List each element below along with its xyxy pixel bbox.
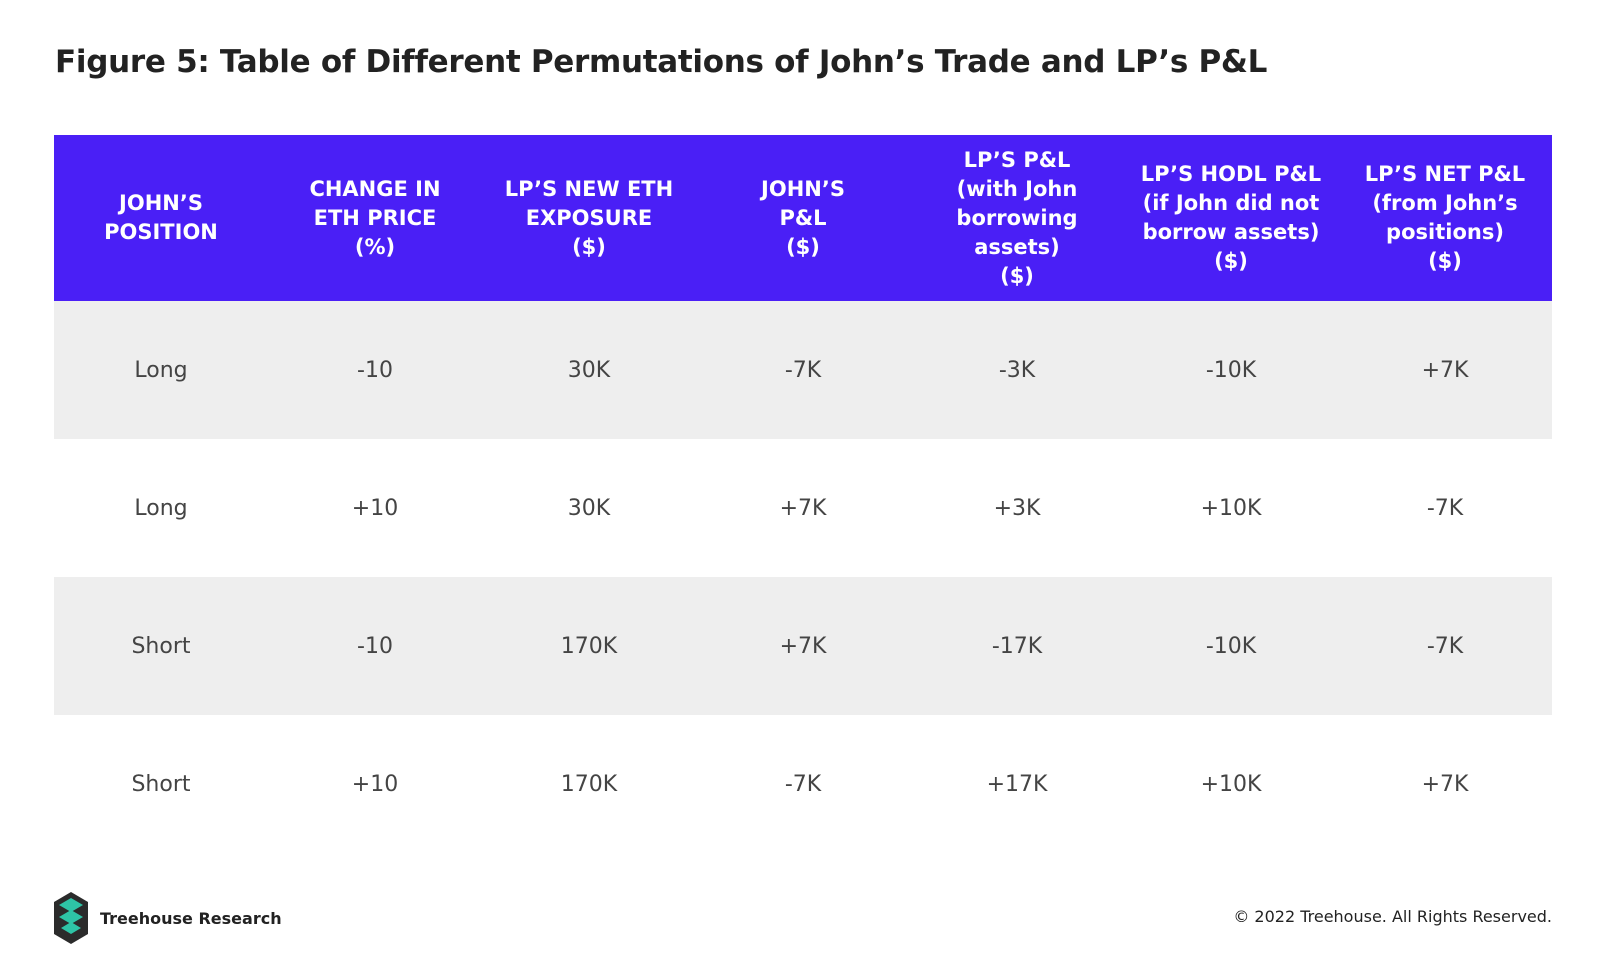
table-cell: -7K: [1338, 577, 1552, 715]
table-cell: 170K: [482, 715, 696, 853]
table-cell: +3K: [910, 439, 1124, 577]
table-cell: -17K: [910, 577, 1124, 715]
header-lps-net-pnl: LP’S NET P&L (from John’s positions) ($): [1338, 135, 1552, 301]
table-cell: Short: [54, 715, 268, 853]
brand-name: Treehouse Research: [100, 908, 282, 928]
table-cell: +10K: [1124, 439, 1338, 577]
figure-title: Figure 5: Table of Different Permutation…: [55, 44, 1268, 80]
table-cell: +7K: [1338, 301, 1552, 439]
header-lps-pnl: LP’S P&L (with John borrowing assets) ($…: [910, 135, 1124, 301]
table-cell: +10: [268, 439, 482, 577]
copyright-notice: © 2022 Treehouse. All Rights Reserved.: [1233, 907, 1552, 926]
table-cell: -10: [268, 577, 482, 715]
table-cell: 30K: [482, 301, 696, 439]
table-cell: -10K: [1124, 301, 1338, 439]
header-lps-new-eth-exposure: LP’S NEW ETH EXPOSURE ($): [482, 135, 696, 301]
header-johns-position: JOHN’S POSITION: [54, 135, 268, 301]
table-cell: +10K: [1124, 715, 1338, 853]
treehouse-logo-icon: [54, 892, 88, 944]
footer-brand: Treehouse Research: [54, 892, 282, 944]
table-cell: Long: [54, 301, 268, 439]
table-cell: -3K: [910, 301, 1124, 439]
table-cell: -7K: [696, 715, 910, 853]
table-cell: -7K: [696, 301, 910, 439]
table-cell: +7K: [696, 577, 910, 715]
header-change-in-eth-price: CHANGE IN ETH PRICE (%): [268, 135, 482, 301]
table-cell: +7K: [696, 439, 910, 577]
table-cell: +10: [268, 715, 482, 853]
table-cell: -10K: [1124, 577, 1338, 715]
table-cell: +7K: [1338, 715, 1552, 853]
table-cell: Short: [54, 577, 268, 715]
table-cell: +17K: [910, 715, 1124, 853]
table-cell: 170K: [482, 577, 696, 715]
table-cell: 30K: [482, 439, 696, 577]
permutations-table: JOHN’S POSITION CHANGE IN ETH PRICE (%) …: [54, 135, 1552, 853]
table-cell: Long: [54, 439, 268, 577]
header-lps-hodl-pnl: LP’S HODL P&L (if John did not borrow as…: [1124, 135, 1338, 301]
header-johns-pnl: JOHN’S P&L ($): [696, 135, 910, 301]
table-cell: -7K: [1338, 439, 1552, 577]
table-cell: -10: [268, 301, 482, 439]
